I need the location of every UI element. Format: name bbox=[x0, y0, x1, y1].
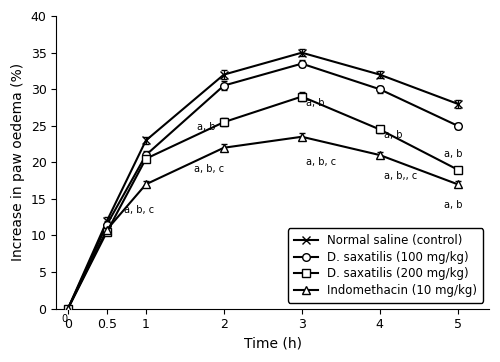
Text: a, b, c: a, b, c bbox=[124, 205, 154, 215]
Text: a, b: a, b bbox=[306, 97, 324, 108]
Text: a, b, c: a, b, c bbox=[194, 164, 224, 174]
Text: a, b: a, b bbox=[384, 130, 402, 140]
Text: a, b: a, b bbox=[196, 122, 215, 132]
X-axis label: Time (h): Time (h) bbox=[244, 337, 302, 351]
Legend: Normal saline (control), D. saxatilis (100 mg/kg), D. saxatilis (200 mg/kg), Ind: Normal saline (control), D. saxatilis (1… bbox=[288, 228, 483, 303]
Text: a, b: a, b bbox=[444, 149, 462, 159]
Text: 0: 0 bbox=[61, 315, 67, 324]
Text: a, b: a, b bbox=[444, 201, 462, 210]
Y-axis label: Increase in paw oedema (%): Increase in paw oedema (%) bbox=[11, 63, 25, 261]
Text: a, b,, c: a, b,, c bbox=[384, 171, 417, 181]
Text: a, b, c: a, b, c bbox=[306, 156, 336, 167]
